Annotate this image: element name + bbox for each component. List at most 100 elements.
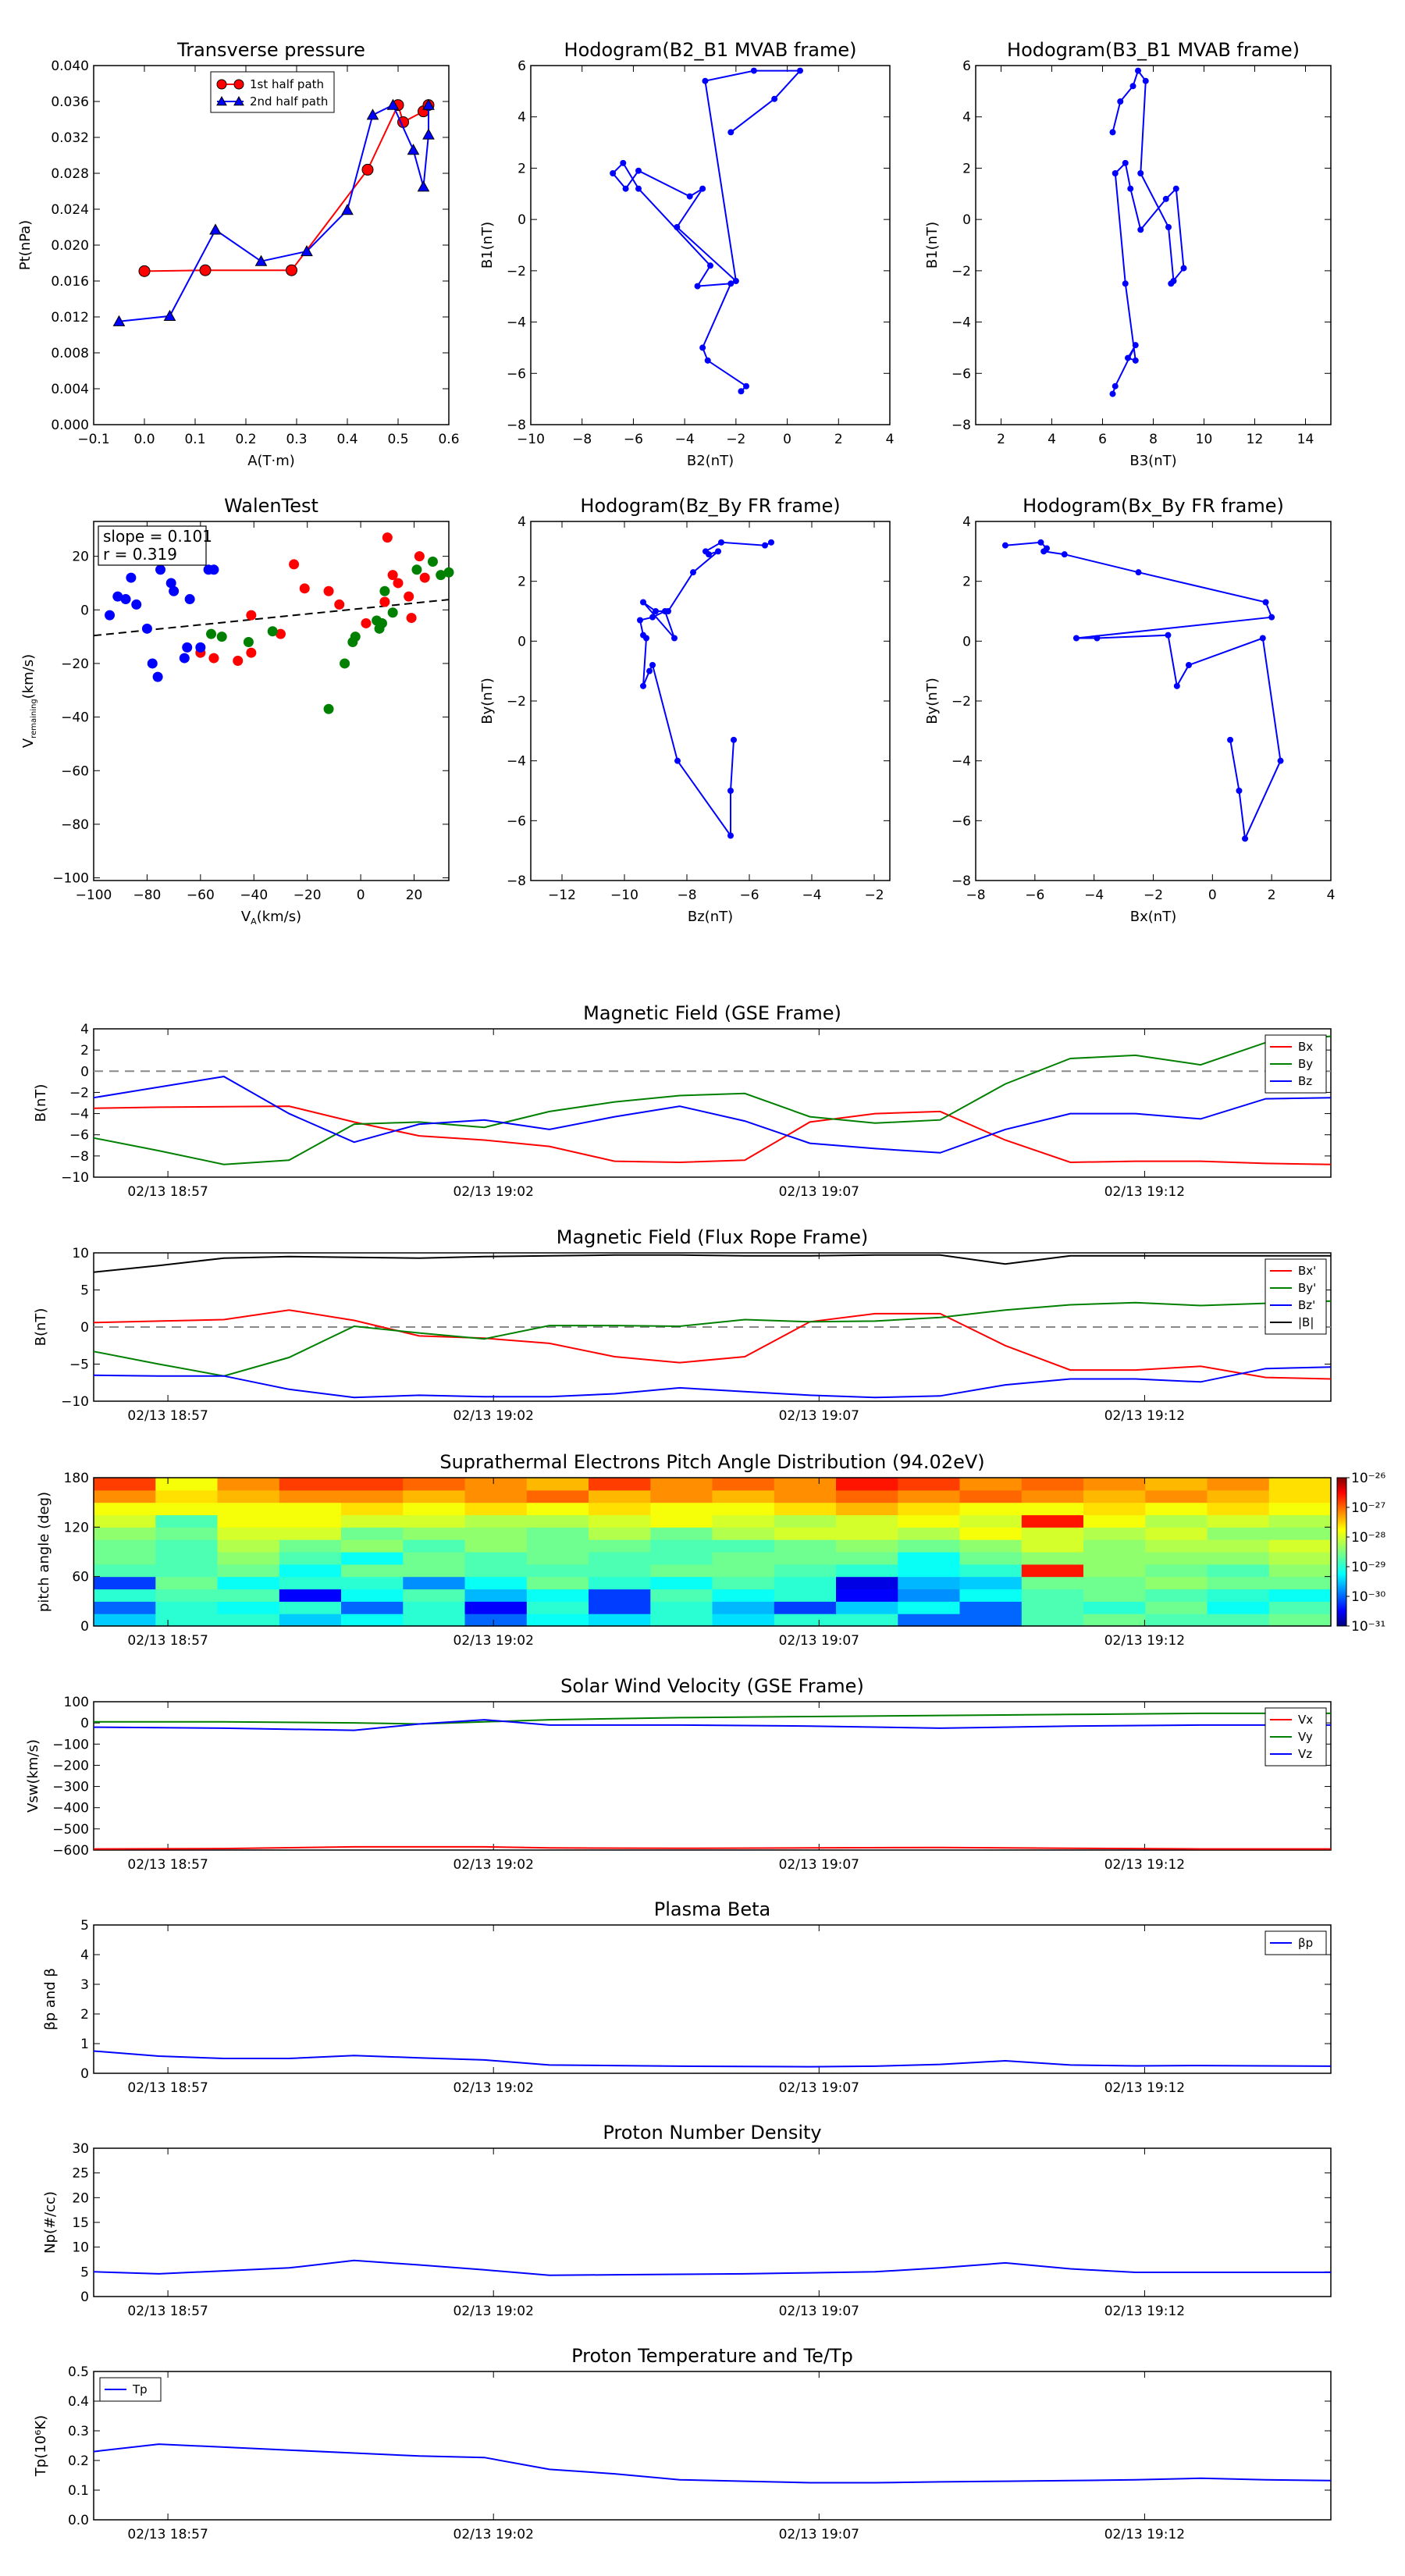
heatmap-cell [279,1502,342,1516]
heatmap-cell [403,1489,466,1503]
y-tick-label: 0.016 [51,274,89,290]
heatmap-cell [279,1564,342,1578]
x-tick-label: 2 [997,432,1005,447]
y-axis-label: B1(nT) [479,222,496,269]
hodogram-point [1173,682,1180,689]
plot-frame [93,521,450,881]
heatmap-cell [279,1539,342,1553]
heatmap-cell [959,1601,1023,1614]
y-tick-label: 5 [80,1283,89,1299]
y-tick-label: 4 [962,110,971,126]
colorbar-label: 10⁻²⁶ [1351,1471,1385,1486]
legend-label: Vz [1298,1747,1312,1761]
y-tick-label: −600 [52,1843,89,1859]
hodogram-point [1132,342,1139,349]
y-tick-label: 15 [72,2215,89,2231]
x-axis-label: Bx(nT) [1130,909,1176,925]
y-tick-label: 25 [72,2166,89,2182]
heatmap-cell [589,1576,651,1590]
scatter-point-blue [179,653,190,664]
hodogram-point [1162,195,1169,202]
hodogram-point [674,757,681,764]
heatmap-cell [1083,1576,1146,1590]
legend-label: |B| [1298,1315,1314,1329]
heatmap-cell [836,1539,898,1553]
panel-title: WalenTest [224,495,318,517]
legend-label-2nd: 2nd half path [250,94,328,109]
y-tick-label: −8 [951,418,971,433]
heatmap-cell [526,1478,589,1491]
heatmap-cell [898,1601,961,1614]
heatmap-cell [1021,1527,1084,1540]
y-tick-label: 0.032 [51,130,89,146]
x-tick-label: −10 [517,432,545,447]
scatter-point-red [379,596,390,607]
x-tick-label: −6 [739,888,759,903]
chart-pitch-angle-distribution: Suprathermal Electrons Pitch Angle Distr… [36,1451,1385,1649]
hodogram-point [1127,185,1134,192]
heatmap-cell [403,1601,466,1614]
hodogram-point [1137,226,1144,233]
chart-solar-wind-velocity: Solar Wind Velocity (GSE Frame) −600 −500 −… [25,1675,1332,1873]
hodogram-point [1072,635,1080,642]
heatmap-cell [836,1478,898,1491]
heatmap-cell [836,1552,898,1565]
panel-title: Suprathermal Electrons Pitch Angle Distr… [439,1451,984,1473]
y-tick-label: −6 [507,813,526,829]
y-tick-label: 4 [962,514,971,530]
heatmap-cell [1145,1502,1208,1516]
hodogram-point [743,382,749,390]
y-tick-label: 6 [962,59,971,74]
heatmap-cell [526,1576,589,1590]
heatmap-cell [650,1576,713,1590]
heatmap-cell [650,1601,713,1614]
scatter-point-blue [195,642,206,653]
x-tick-label: 20 [406,888,423,903]
hodogram-point [649,662,656,668]
heatmap-cell [155,1514,219,1528]
heatmap-cell [959,1489,1023,1503]
heatmap-cell [1268,1502,1332,1516]
colorbar-label: 10⁻³¹ [1351,1619,1385,1635]
heatmap-cell [526,1589,589,1602]
x-tick-label: 2 [834,432,843,447]
y-axis-label: βp and β [42,1968,59,2030]
heatmap-cell [1145,1564,1208,1578]
heatmap-cell [341,1478,404,1491]
hodogram-point [637,617,643,624]
y-axis-label: pitch angle (deg) [36,1492,52,1612]
point-2nd-half [417,180,430,192]
heatmap-cell [464,1527,528,1540]
heatmap-cell [217,1552,280,1565]
heatmap-cell [217,1489,280,1503]
heatmap-cell [403,1576,466,1590]
hodogram-point [1129,83,1136,90]
heatmap-cell [650,1589,713,1602]
heatmap-cell [1207,1527,1270,1540]
heatmap-cell [650,1478,713,1491]
heatmap-cell [712,1564,775,1578]
y-tick-label: −4 [507,754,526,770]
y-axis-label: B(nT) [33,1084,49,1123]
y-tick-label: 2 [962,575,971,590]
y-tick-label: 0.000 [51,418,89,433]
heatmap-cell [898,1564,961,1578]
heatmap-cell [774,1539,837,1553]
heatmap-cell [464,1502,528,1516]
heatmap-cell [712,1576,775,1590]
series-line-Bx [93,1105,1332,1165]
plot-frame [93,2371,1332,2521]
y-tick-label: −40 [61,710,89,726]
heatmap-cell [217,1478,280,1491]
heatmap-cell [526,1514,589,1528]
panel-title: Magnetic Field (Flux Rope Frame) [557,1226,868,1248]
heatmap-cell [774,1576,837,1590]
scatter-point-red [208,653,219,664]
time-tick-label: 02/13 19:12 [1104,1857,1185,1873]
heatmap-cell [217,1589,280,1602]
heatmap-cell [650,1514,713,1528]
x-tick-label: 6 [1098,432,1107,447]
hodogram-point [1109,129,1116,136]
scatter-point-blue [126,572,137,583]
series-line-By' [93,1300,1332,1377]
